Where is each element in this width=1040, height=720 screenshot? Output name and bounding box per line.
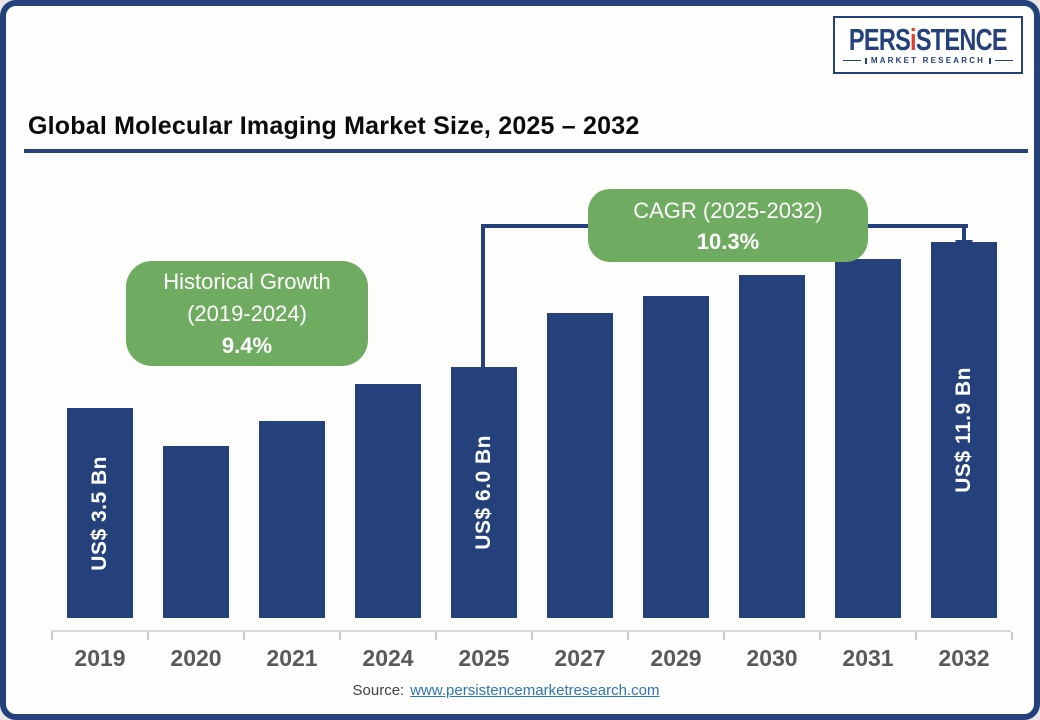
source-link[interactable]: www.persistencemarketresearch.com: [410, 682, 660, 699]
cagr-value: 10.3%: [696, 228, 760, 254]
x-axis-tick: [51, 632, 53, 640]
bar-chart: US$ 3.5 Bn 2019 2020 2021 2024 US$ 6.0 Bn 2025…: [6, 6, 1034, 714]
year-label-2024: 2024: [362, 645, 414, 671]
page-title: Global Molecular Imaging Market Size, 20…: [28, 112, 640, 140]
historical-growth-value: 9.4%: [221, 332, 273, 358]
year-label-2021: 2021: [266, 645, 318, 671]
cagr-line1: CAGR (2025-2032): [633, 197, 823, 223]
bar-2032: US$ 11.9 Bn: [931, 242, 997, 618]
bar-2025: US$ 6.0 Bn: [451, 367, 517, 618]
x-axis-tick: [627, 632, 629, 640]
year-label-2025: 2025: [458, 645, 510, 671]
historical-growth-line2: (2019-2024): [187, 300, 307, 326]
x-axis-tick: [915, 632, 917, 640]
bar-2030: [739, 275, 805, 618]
logo-subtitle: MARKET RESEARCH: [870, 56, 986, 65]
cagr-badge: CAGR (2025-2032) 10.3%: [588, 189, 868, 262]
cagr-connector-vertical-right: [962, 224, 966, 242]
logo-rule-right: [994, 59, 1013, 62]
x-axis-line: [51, 630, 1011, 632]
bar-2020: [163, 446, 229, 618]
logo-subtitle-row: MARKET RESEARCH: [843, 56, 1013, 65]
persistence-logo: PERSiSTENCE MARKET RESEARCH: [833, 16, 1023, 74]
bar-2024: [355, 384, 421, 618]
year-label-2029: 2029: [650, 645, 702, 671]
x-axis-tick: [147, 632, 149, 640]
bar-2027: [547, 313, 613, 618]
logo-brand-text: PERSiSTENCE: [849, 22, 1008, 57]
x-axis-tick: [339, 632, 341, 640]
year-label-2020: 2020: [170, 645, 222, 671]
bar-2019: US$ 3.5 Bn: [67, 408, 133, 618]
year-label-2031: 2031: [842, 645, 894, 671]
bar-value-label-2032: US$ 11.9 Bn: [952, 367, 975, 493]
logo-tick-right: [989, 57, 991, 64]
bar-value-label-2025: US$ 6.0 Bn: [472, 435, 495, 550]
title-underline: [24, 149, 1028, 153]
bar-2029: [643, 296, 709, 618]
x-axis-tick: [531, 632, 533, 640]
bar-2031: [835, 259, 901, 618]
x-axis-tick: [723, 632, 725, 640]
source-row: Source: www.persistencemarketresearch.co…: [6, 682, 1006, 699]
cagr-connector-vertical-left: [481, 224, 485, 380]
cagr-arrowhead-icon: [955, 240, 973, 254]
bar-2021: [259, 421, 325, 618]
logo-red-i: i: [910, 22, 917, 57]
historical-growth-badge: Historical Growth (2019-2024) 9.4%: [126, 261, 368, 366]
bar-value-label-2019: US$ 3.5 Bn: [88, 455, 111, 571]
logo-rule-left: [843, 59, 862, 62]
source-prefix: Source:: [352, 682, 405, 699]
year-label-2030: 2030: [746, 645, 798, 671]
historical-growth-line1: Historical Growth: [163, 268, 331, 294]
year-label-2032: 2032: [938, 645, 990, 671]
year-label-2019: 2019: [74, 645, 126, 671]
year-label-2027: 2027: [554, 645, 606, 671]
x-axis-tick: [243, 632, 245, 640]
x-axis-tick: [435, 632, 437, 640]
x-axis-tick: [819, 632, 821, 640]
x-axis-tick: [1011, 632, 1013, 640]
logo-tick-left: [865, 57, 867, 64]
